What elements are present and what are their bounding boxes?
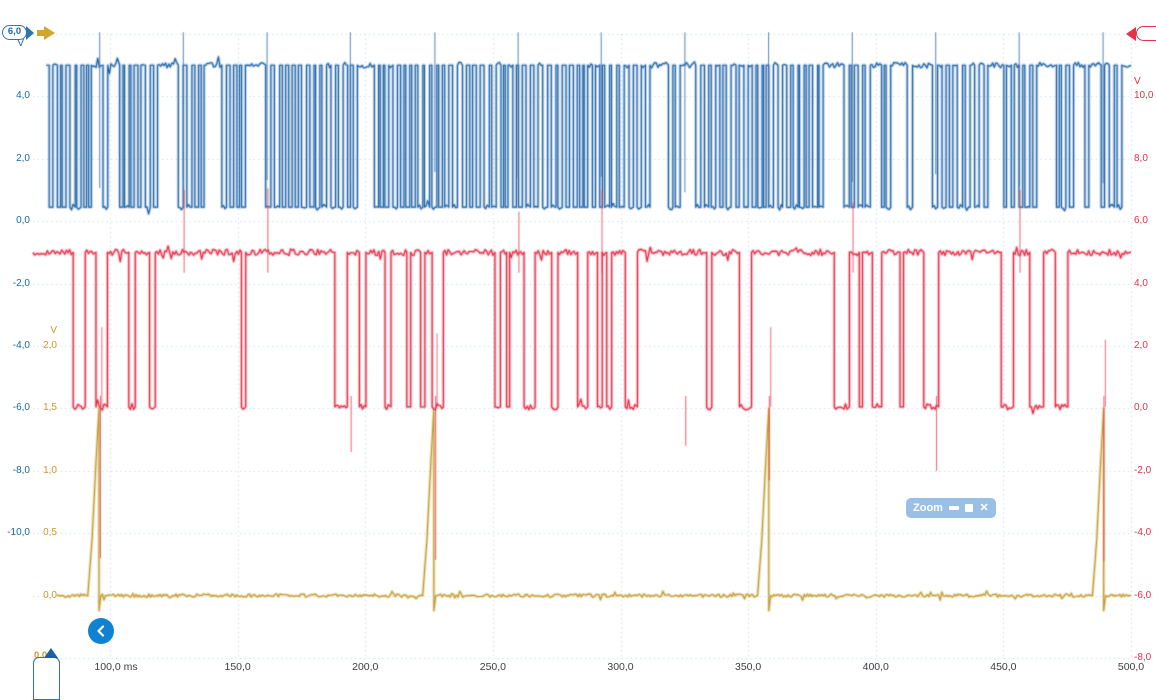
channel-a-marker-arrow-icon: [26, 25, 34, 40]
channel-d-marker-arrowhead-icon[interactable]: [44, 26, 55, 40]
channel-d-marker-arrow-icon[interactable]: [37, 30, 45, 36]
time-marker-triangle-icon[interactable]: [44, 648, 58, 658]
time-zero-label: 0,0: [34, 650, 48, 661]
previous-view-button[interactable]: [88, 618, 114, 644]
close-icon[interactable]: ✕: [979, 502, 989, 514]
channel-b-level-marker[interactable]: [1136, 26, 1156, 41]
channel-b-marker-arrow-icon[interactable]: [1126, 27, 1136, 41]
time-zero-marker-box[interactable]: [33, 657, 60, 700]
zoom-toolbar-title: Zoom: [913, 502, 943, 514]
chevron-left-icon: [97, 625, 105, 637]
minimize-icon[interactable]: [948, 506, 959, 510]
channel-a-level-marker[interactable]: 6,0: [2, 25, 34, 40]
zoom-toolbar[interactable]: Zoom ✕: [906, 498, 996, 518]
maximize-icon[interactable]: [964, 503, 974, 513]
channel-a-level-value: 6,0: [2, 25, 27, 40]
